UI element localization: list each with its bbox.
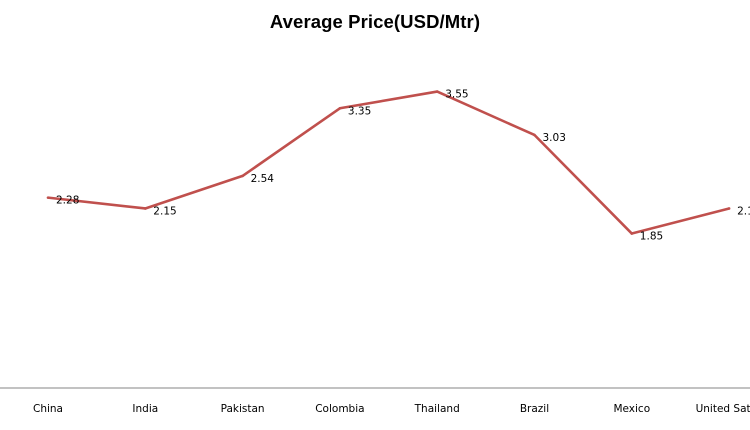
x-tick-label: China: [33, 403, 63, 415]
data-label: 2.28: [56, 195, 79, 207]
data-label: 2.15: [737, 205, 750, 217]
data-label: 1.85: [640, 231, 663, 243]
data-label: 3.55: [445, 89, 468, 101]
x-tick-label: Pakistan: [221, 403, 265, 415]
series-line: [47, 90, 730, 235]
x-tick-label: United Sates: [696, 403, 750, 415]
chart-title: Average Price(USD/Mtr): [269, 11, 481, 32]
x-tick-label: India: [132, 403, 158, 415]
data-point: [338, 106, 342, 110]
x-tick-label: Colombia: [315, 403, 364, 415]
x-tick-label: Thailand: [414, 403, 460, 415]
data-point: [144, 207, 147, 210]
data-label: 3.35: [348, 105, 371, 117]
data-point: [241, 174, 244, 178]
data-label: 3.03: [543, 132, 566, 144]
data-label: 2.54: [251, 173, 275, 185]
data-point: [727, 207, 731, 210]
x-tick-label: Mexico: [613, 403, 650, 415]
x-tick-label: Brazil: [520, 403, 549, 415]
data-point: [533, 133, 536, 137]
data-label: 2.15: [153, 205, 176, 217]
data-point: [630, 232, 634, 235]
data-point: [435, 90, 439, 93]
data-point: [46, 196, 50, 199]
